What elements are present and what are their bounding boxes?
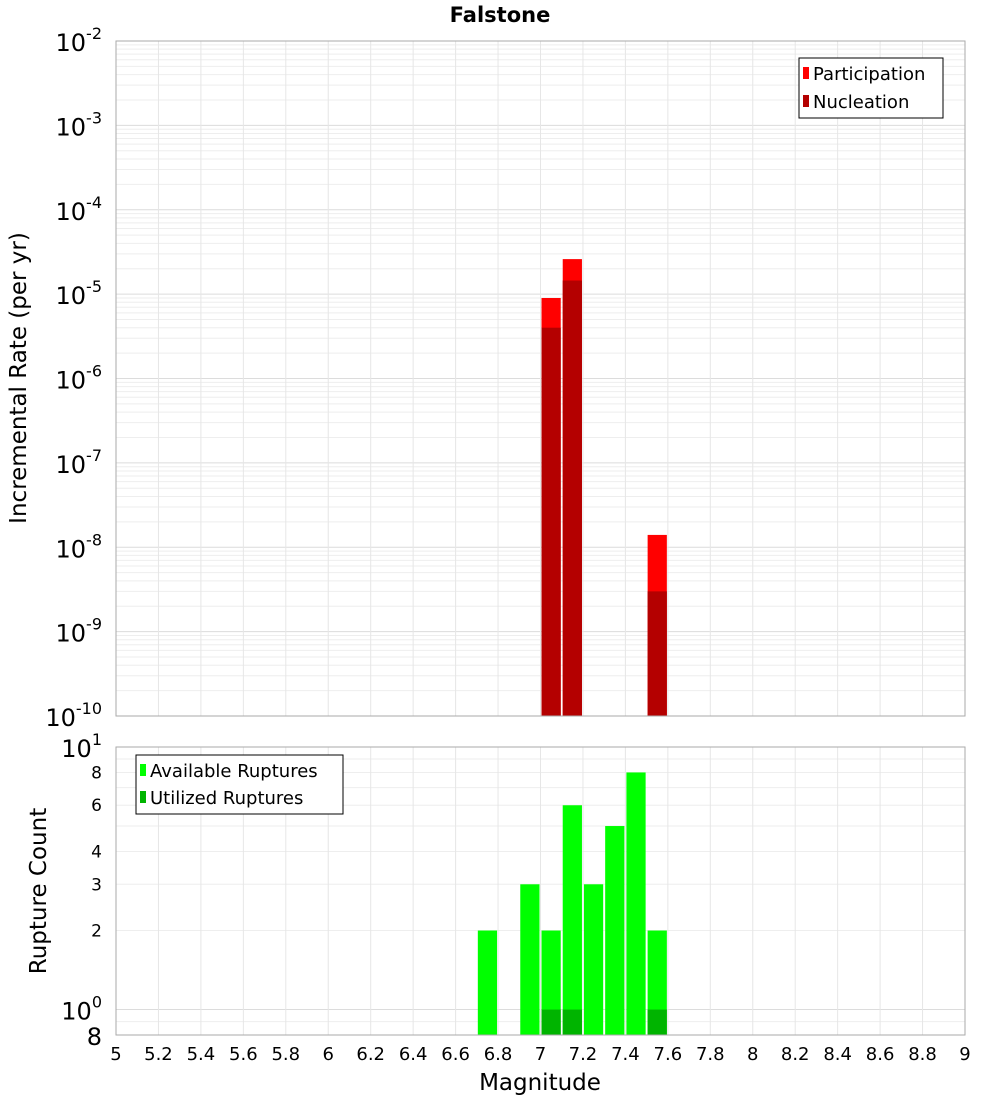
bottom-y-tick-label: 6 <box>91 796 102 816</box>
bottom-bar-b <box>541 1009 561 1035</box>
x-tick-label: 5.4 <box>187 1044 216 1065</box>
legend-label-nucleation: Nucleation <box>813 92 909 113</box>
x-tick-label: 7.4 <box>611 1044 640 1065</box>
top-legend: Participation Nucleation <box>798 57 944 119</box>
legend-swatch-participation <box>803 67 809 79</box>
bottom-bar-a <box>541 930 561 1035</box>
top-y-tick-label: 10-8 <box>56 530 103 563</box>
x-tick-label: 6.6 <box>441 1044 470 1065</box>
bottom-bar-a <box>520 884 540 1035</box>
bottom-bar-a <box>583 884 604 1035</box>
legend-swatch-nucleation <box>803 95 809 107</box>
bottom-legend-box <box>135 754 344 815</box>
top-y-tick-label: 10-3 <box>56 108 103 141</box>
bottom-legend: Available Ruptures Utilized Ruptures <box>135 754 344 815</box>
x-tick-label: 6.8 <box>484 1044 513 1065</box>
x-tick-label: 7.2 <box>569 1044 598 1065</box>
x-tick-label: 6.4 <box>399 1044 428 1065</box>
legend-label-utilized: Utilized Ruptures <box>150 788 303 809</box>
x-tick-label: 8 <box>747 1044 758 1065</box>
x-tick-label: 7 <box>535 1044 546 1065</box>
x-tick-label: 6.2 <box>356 1044 385 1065</box>
top-plot-bars <box>541 259 667 716</box>
top-legend-box <box>798 57 944 119</box>
x-tick-label: 5 <box>110 1044 121 1065</box>
bottom-bar-a <box>647 930 667 1035</box>
bottom-y-tick-label: 101 <box>61 730 102 763</box>
legend-label-participation: Participation <box>813 64 925 85</box>
bottom-y-tick-label: 4 <box>91 842 102 862</box>
top-y-tick-label: 10-2 <box>56 24 103 57</box>
bottom-bar-a <box>626 772 646 1035</box>
bottom-y-tick-label: 8 <box>87 1023 102 1051</box>
top-y-ticks: 10-10 10-9 10-8 10-7 10-6 10-5 10-4 10-3 10-2 <box>45 24 102 732</box>
top-y-tick-label: 10-6 <box>56 362 103 395</box>
bottom-bar-a <box>477 930 498 1035</box>
legend-swatch-available <box>140 764 146 776</box>
x-tick-label: 5.8 <box>271 1044 300 1065</box>
x-axis-label: Magnitude <box>479 1070 601 1096</box>
bottom-y-tick-label: 2 <box>91 922 102 942</box>
top-y-axis-label: Incremental Rate (per yr) <box>6 232 32 524</box>
top-y-tick-label: 10-4 <box>56 193 103 226</box>
x-tick-label: 6 <box>323 1044 334 1065</box>
legend-label-available: Available Ruptures <box>150 761 318 782</box>
x-tick-label: 7.6 <box>654 1044 683 1065</box>
x-ticks: 5 5.2 5.4 5.6 5.8 6 6.2 6.4 6.6 6.8 7 7.2 7.4 7.6 7.8 8… <box>110 1044 970 1065</box>
x-tick-label: 5.2 <box>144 1044 173 1065</box>
bottom-y-tick-label: 8 <box>91 763 102 783</box>
bottom-bar-a <box>562 805 582 1035</box>
top-bar-b <box>647 591 667 716</box>
bottom-bar-b <box>562 1009 582 1035</box>
x-tick-label: 8.6 <box>866 1044 895 1065</box>
top-y-tick-label: 10-9 <box>56 615 103 648</box>
bottom-y-tick-label: 3 <box>91 875 102 895</box>
legend-swatch-utilized <box>140 791 146 803</box>
chart-title: Falstone <box>450 3 551 27</box>
bottom-bar-b <box>647 1009 667 1035</box>
top-plot-grid <box>115 40 966 717</box>
x-tick-label: 8.4 <box>823 1044 852 1065</box>
top-plot-frame <box>115 40 966 717</box>
x-tick-label: 9 <box>959 1044 970 1065</box>
bottom-bar-a <box>605 826 625 1035</box>
x-tick-label: 8.2 <box>781 1044 810 1065</box>
top-y-tick-label: 10-5 <box>56 277 103 310</box>
x-tick-label: 8.8 <box>908 1044 937 1065</box>
bottom-plot-bars <box>477 772 667 1035</box>
top-bar-b <box>541 327 561 716</box>
top-y-tick-label: 10-10 <box>45 699 102 732</box>
top-y-tick-label: 10-7 <box>56 446 103 479</box>
bottom-plot-frame <box>115 746 966 1036</box>
bottom-y-tick-label: 100 <box>61 993 102 1026</box>
x-tick-label: 7.8 <box>696 1044 725 1065</box>
x-tick-label: 5.6 <box>229 1044 258 1065</box>
bottom-y-axis-label: Rupture Count <box>26 808 52 974</box>
top-bar-b <box>562 280 582 716</box>
